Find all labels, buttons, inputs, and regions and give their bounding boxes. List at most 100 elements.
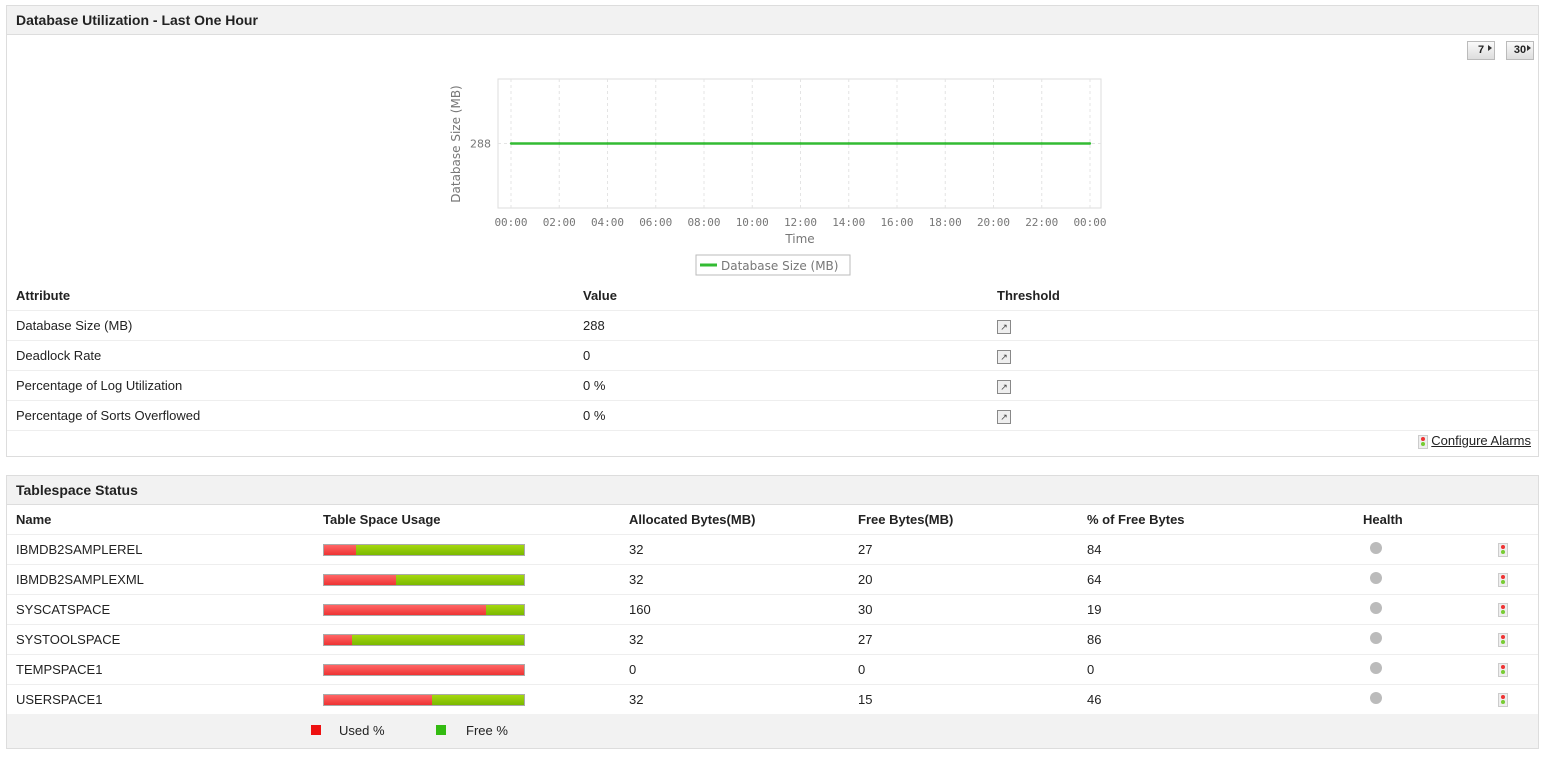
alarm-light-icon[interactable]: [1498, 543, 1508, 558]
attribute-name: Database Size (MB): [7, 310, 574, 341]
x-tick-label: 12:00: [784, 216, 817, 229]
health-status-icon[interactable]: [1370, 692, 1382, 704]
x-tick-label: 16:00: [880, 216, 913, 229]
alarm-light-icon[interactable]: [1498, 603, 1508, 618]
header-attribute: Attribute: [7, 281, 574, 311]
threshold-edit-icon[interactable]: ↗: [997, 319, 1011, 334]
health-status-icon[interactable]: [1370, 632, 1382, 644]
health-status-icon[interactable]: [1370, 662, 1382, 674]
table-header: Attribute Value Threshold: [7, 281, 1538, 311]
data-point: [944, 142, 947, 145]
x-tick-label: 06:00: [639, 216, 672, 229]
header-free: Free Bytes(MB): [849, 505, 1078, 535]
free-bytes: 0: [849, 654, 1078, 685]
attribute-name: Percentage of Sorts Overflowed: [7, 400, 574, 431]
configure-alarms-link[interactable]: Configure Alarms: [1431, 433, 1531, 448]
header-pct-free: % of Free Bytes: [1078, 505, 1354, 535]
pct-free-bytes: 19: [1078, 594, 1354, 625]
table-row: SYSCATSPACE 160 30 19: [7, 594, 1538, 625]
header-allocated: Allocated Bytes(MB): [620, 505, 849, 535]
header-usage: Table Space Usage: [314, 505, 620, 535]
health-status-icon[interactable]: [1370, 572, 1382, 584]
x-axis-label: Time: [784, 232, 814, 246]
usage-bar-used: [324, 544, 356, 555]
table-row: TEMPSPACE1 0 0 0: [7, 654, 1538, 685]
y-tick-label: 288: [470, 138, 491, 151]
x-tick-label: 20:00: [977, 216, 1010, 229]
usage-legend: Used % Free %: [7, 714, 1538, 748]
free-bytes: 30: [849, 594, 1078, 625]
health-status-icon[interactable]: [1370, 542, 1382, 554]
database-size-chart: 00:00 02:00 04:00 06:00 08:00 10:00 12:00 14:00…: [449, 78, 1107, 276]
data-point: [1040, 142, 1043, 145]
configure-alarms[interactable]: Configure Alarms: [1417, 433, 1531, 449]
data-point: [606, 142, 609, 145]
table-header: Name Table Space Usage Allocated Bytes(M…: [7, 505, 1538, 535]
free-bytes: 27: [849, 534, 1078, 565]
x-tick-label: 04:00: [591, 216, 624, 229]
attribute-value: 0 %: [574, 400, 988, 431]
pct-free-bytes: 64: [1078, 564, 1354, 595]
alarm-light-icon[interactable]: [1498, 693, 1508, 708]
y-axis-label: Database Size (MB): [449, 85, 463, 202]
attribute-value: 0: [574, 340, 988, 371]
attribute-value: 0 %: [574, 370, 988, 401]
health-status-icon[interactable]: [1370, 602, 1382, 614]
pct-free-bytes: 0: [1078, 654, 1354, 685]
alarm-light-icon[interactable]: [1498, 633, 1508, 648]
legend-label: Database Size (MB): [721, 259, 838, 273]
7-days-button[interactable]: 7: [1467, 41, 1495, 60]
attribute-table: Attribute Value Threshold Database Size …: [7, 281, 1538, 431]
allocated-bytes: 160: [620, 594, 849, 625]
table-row: IBMDB2SAMPLEXML 32 20 64: [7, 564, 1538, 595]
used-swatch-icon: [311, 725, 321, 735]
usage-bar: [323, 633, 525, 646]
x-tick-label: 14:00: [832, 216, 865, 229]
tablespace-table: Name Table Space Usage Allocated Bytes(M…: [7, 505, 1538, 715]
tablespace-name: IBMDB2SAMPLEXML: [7, 564, 314, 595]
data-point: [558, 142, 561, 145]
data-point: [702, 142, 706, 145]
30-days-button[interactable]: 30: [1506, 41, 1534, 60]
header-alarm: [1489, 505, 1538, 535]
tablespace-status-panel: Tablespace Status Name Table Space Usage…: [6, 475, 1539, 749]
usage-bar-used: [324, 574, 396, 585]
data-point: [509, 142, 513, 145]
threshold-edit-icon[interactable]: ↗: [997, 409, 1011, 424]
usage-bar: [323, 693, 525, 706]
table-row: Percentage of Log Utilization 0 % ↗: [7, 370, 1538, 401]
pct-free-bytes: 84: [1078, 534, 1354, 565]
table-row: Database Size (MB) 288 ↗: [7, 310, 1538, 341]
free-bytes: 20: [849, 564, 1078, 595]
data-point: [992, 142, 995, 145]
data-point: [895, 142, 899, 145]
panel-title: Database Utilization - Last One Hour: [7, 6, 1538, 35]
tablespace-name: USERSPACE1: [7, 684, 314, 715]
usage-bar-used: [324, 634, 352, 645]
usage-bar-used: [324, 664, 524, 675]
allocated-bytes: 32: [620, 684, 849, 715]
threshold-edit-icon[interactable]: ↗: [997, 349, 1011, 364]
x-tick-label: 10:00: [736, 216, 769, 229]
tablespace-name: IBMDB2SAMPLEREL: [7, 534, 314, 565]
alarm-light-icon[interactable]: [1498, 573, 1508, 588]
free-bytes: 15: [849, 684, 1078, 715]
panel-title: Tablespace Status: [7, 476, 1538, 505]
usage-bar: [323, 543, 525, 556]
threshold-edit-icon[interactable]: ↗: [997, 379, 1011, 394]
free-bytes: 27: [849, 624, 1078, 655]
allocated-bytes: 32: [620, 564, 849, 595]
allocated-bytes: 0: [620, 654, 849, 685]
database-utilization-panel: Database Utilization - Last One Hour 7 3…: [6, 5, 1539, 457]
data-point: [1088, 142, 1092, 145]
x-tick-label: 00:00: [494, 216, 527, 229]
usage-bar: [323, 573, 525, 586]
table-row: IBMDB2SAMPLEREL 32 27 84: [7, 534, 1538, 565]
usage-bar-used: [324, 604, 486, 615]
used-legend-label: Used %: [339, 723, 385, 738]
x-tick-label: 18:00: [929, 216, 962, 229]
pct-free-bytes: 86: [1078, 624, 1354, 655]
alarm-light-icon[interactable]: [1498, 663, 1508, 678]
x-tick-label: 02:00: [543, 216, 576, 229]
pct-free-bytes: 46: [1078, 684, 1354, 715]
